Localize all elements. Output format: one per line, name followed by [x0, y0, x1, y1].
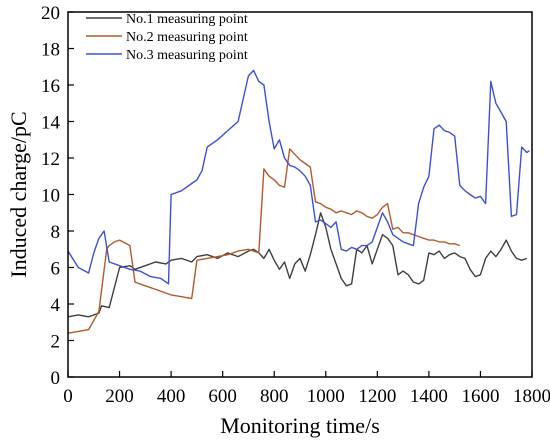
x-tick-label: 1000 — [307, 386, 345, 407]
y-tick-label: 18 — [41, 40, 60, 61]
y-tick-label: 2 — [51, 332, 61, 353]
x-tick-label: 0 — [63, 386, 73, 407]
legend-label-2: No.2 measuring point — [126, 30, 248, 45]
y-ticks: 0 2 4 6 8 10 12 14 16 18 20 — [41, 3, 74, 389]
x-tick-label: 1800 — [513, 386, 550, 407]
y-tick-label: 12 — [41, 149, 60, 170]
legend-label-1: No.1 measuring point — [126, 12, 248, 27]
series-layer — [67, 69, 530, 334]
y-tick-label: 16 — [41, 76, 60, 97]
y-tick-label: 8 — [51, 222, 61, 243]
x-tick-label: 1400 — [410, 386, 448, 407]
y-tick-label: 14 — [41, 113, 61, 134]
y-tick-label: 20 — [41, 3, 60, 24]
x-ticks: 0 200 400 600 800 1000 1200 1400 1600 1800 — [63, 371, 550, 407]
x-tick-label: 1200 — [358, 386, 396, 407]
x-axis-title: Monitoring time/s — [220, 413, 380, 438]
x-tick-label: 200 — [105, 386, 134, 407]
x-tick-label: 1600 — [461, 386, 499, 407]
y-axis-title: Induced charge/pC — [6, 111, 31, 277]
series-line-1 — [67, 212, 528, 318]
y-tick-label: 4 — [51, 295, 61, 316]
series-line-2 — [67, 148, 461, 334]
x-tick-label: 800 — [260, 386, 289, 407]
y-tick-label: 0 — [51, 368, 61, 389]
series-line-3 — [67, 69, 530, 285]
y-tick-label: 10 — [41, 186, 60, 207]
x-tick-label: 600 — [208, 386, 237, 407]
legend-label-3: No.3 measuring point — [126, 48, 248, 63]
x-tick-label: 400 — [157, 386, 186, 407]
legend: No.1 measuring point No.2 measuring point… — [86, 12, 248, 63]
plot-frame — [67, 11, 533, 378]
y-tick-label: 6 — [51, 259, 61, 280]
